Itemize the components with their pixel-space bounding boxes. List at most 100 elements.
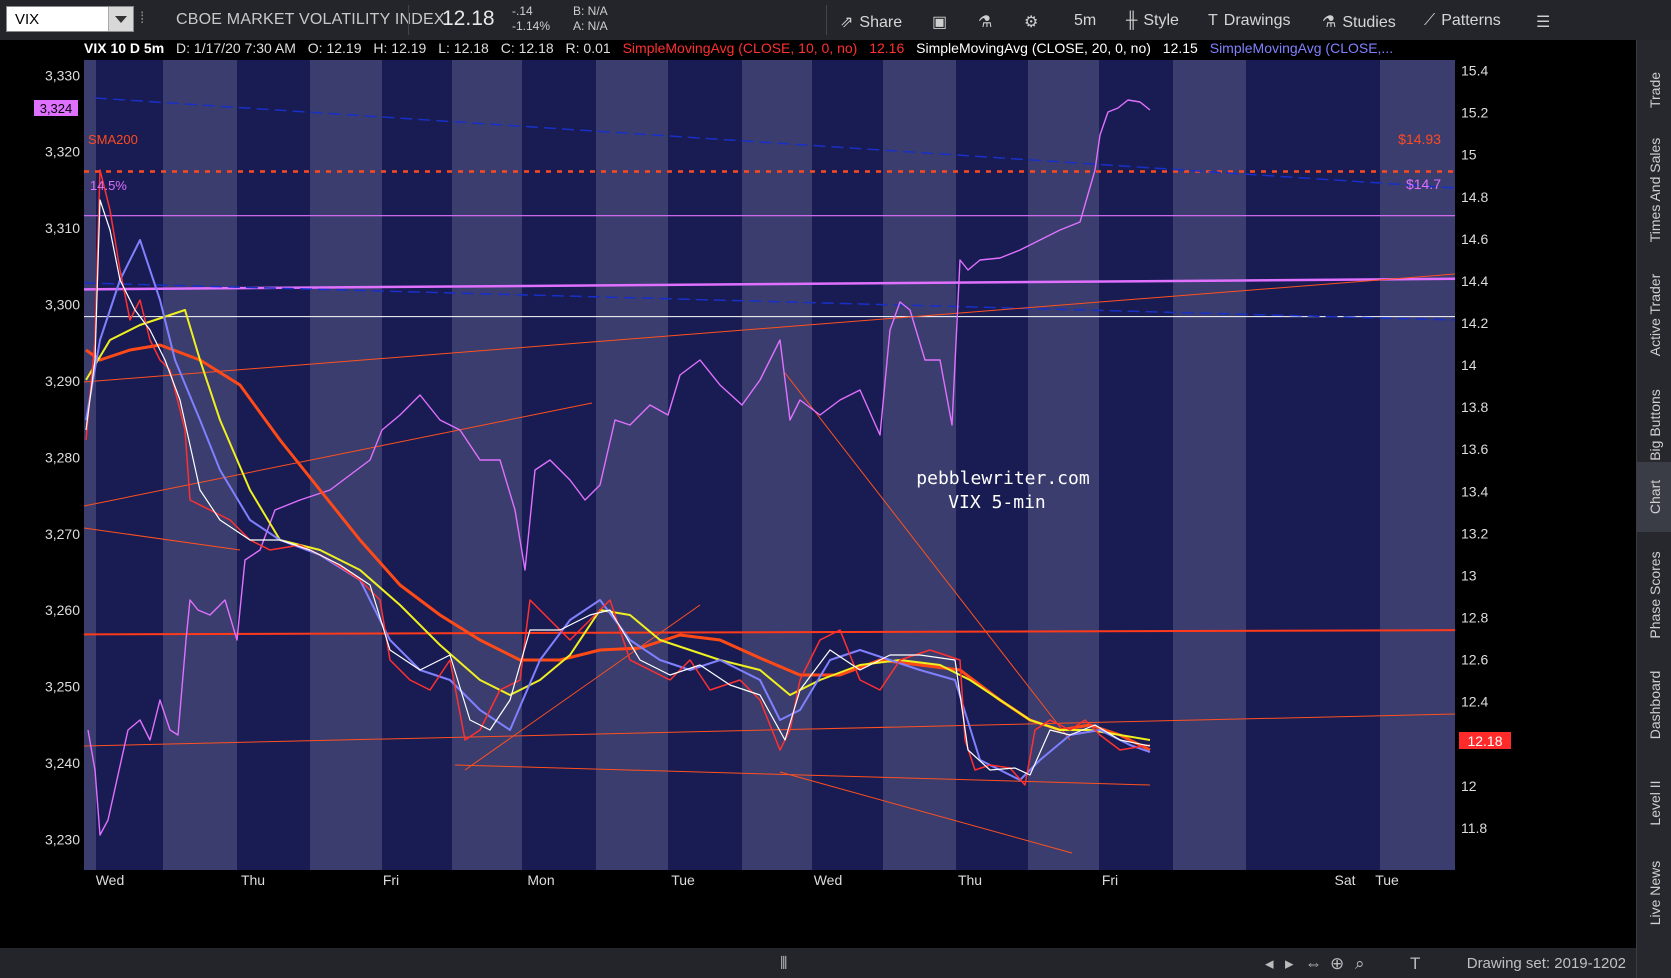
- right-tick-label: 14.8: [1461, 189, 1488, 205]
- search-icon[interactable]: ⌕: [1355, 954, 1365, 973]
- right-tick-label: 15.4: [1461, 63, 1488, 79]
- session-band: [382, 60, 452, 870]
- screenshot-button[interactable]: ▣: [932, 12, 953, 32]
- tab-label: Dashboard: [1646, 670, 1663, 740]
- price-chart[interactable]: 3,330 3,320 3,310 3,300 3,290 3,280 3,270 3,260…: [0, 40, 1636, 948]
- style-label: Style: [1143, 12, 1179, 29]
- drawings-button[interactable]: T Drawings: [1208, 12, 1290, 30]
- left-price-tag: [34, 100, 78, 116]
- trend-lines: [83, 97, 1456, 854]
- tab-times-and-sales[interactable]: Times And Sales: [1637, 120, 1671, 260]
- study-header: VIX 10 D 5m D: 1/17/20 7:30 AM O: 12.19 …: [84, 40, 1544, 60]
- menu-button[interactable]: ☰: [1536, 12, 1556, 32]
- camera-icon: ▣: [932, 14, 948, 31]
- settings-button[interactable]: ⚙: [1024, 12, 1044, 32]
- flask-icon: ⚗: [978, 14, 993, 31]
- x-tick-label: Wed: [814, 872, 843, 888]
- flask-icon: ⚗: [1322, 14, 1337, 31]
- red-trend-line: [784, 372, 1071, 741]
- price-1493-label: $14.93: [1398, 131, 1441, 147]
- left-tick-label: 3,270: [45, 526, 80, 542]
- tab-label: Times And Sales: [1646, 137, 1663, 243]
- left-tick-label: 3,320: [45, 144, 80, 160]
- session-band: [237, 60, 310, 870]
- link-icon[interactable]: ⁞: [140, 10, 145, 27]
- scroll-right-icon[interactable]: ▸: [1285, 954, 1294, 973]
- price-series: [85, 99, 1151, 836]
- x-tick-label: Wed: [96, 872, 125, 888]
- right-tick-label: 12.4: [1461, 694, 1488, 710]
- tab-active-trader[interactable]: Active Trader: [1637, 255, 1671, 375]
- right-tick-label: 15: [1461, 147, 1477, 163]
- red-trend-line: [83, 273, 1456, 383]
- last-price: 12.18: [442, 7, 495, 30]
- symbol-input[interactable]: VIX: [6, 6, 134, 32]
- tab-chart[interactable]: Chart: [1637, 462, 1671, 532]
- session-band: [1246, 60, 1380, 870]
- x-tick-label: Tue: [1375, 872, 1399, 888]
- divider: [408, 5, 409, 35]
- sma20-series: [85, 199, 1151, 776]
- sma200-label: SMA200: [88, 132, 138, 147]
- scroll-left-icon[interactable]: ◂: [1265, 954, 1274, 973]
- period-button[interactable]: 5m: [1074, 12, 1096, 30]
- header-sma3: SimpleMovingAvg (CLOSE,...: [1209, 40, 1394, 56]
- tab-label: Active Trader: [1646, 273, 1663, 357]
- right-tick-label: 12.8: [1461, 610, 1488, 626]
- right-tick-label: 13.8: [1461, 399, 1488, 415]
- crosshair-icon[interactable]: ⊕: [1330, 954, 1345, 973]
- x-tick-label: Thu: [241, 872, 265, 888]
- candlestick-icon: ╫: [1126, 12, 1138, 29]
- tab-live-news[interactable]: Live News: [1637, 845, 1671, 940]
- x-tick-label: Sat: [1334, 872, 1355, 888]
- left-tick-label: 3,280: [45, 449, 80, 465]
- patterns-button[interactable]: ⟋ Patterns: [1424, 12, 1501, 30]
- tab-dashboard[interactable]: Dashboard: [1637, 655, 1671, 755]
- pct-label: 14.5%: [90, 178, 127, 193]
- right-tick-label: 14.6: [1461, 231, 1488, 247]
- left-tick-label: 3,310: [45, 220, 80, 236]
- ask-value: A: N/A: [573, 19, 608, 33]
- pattern-icon: ⟋: [1424, 12, 1436, 29]
- tab-phase-scores[interactable]: Phase Scores: [1637, 540, 1671, 650]
- x-axis-bg: [84, 870, 1455, 888]
- tab-level-ii[interactable]: Level II: [1637, 765, 1671, 840]
- zoom-icon[interactable]: ⇔: [1305, 954, 1322, 973]
- tab-label: Chart: [1646, 479, 1663, 515]
- symbol-dropdown-icon[interactable]: [108, 7, 133, 31]
- current-price-tag: [1459, 732, 1511, 749]
- level-144-line: [83, 277, 1456, 291]
- red-trend-line: [83, 713, 1456, 747]
- studies-button[interactable]: ⚗ Studies: [1322, 12, 1396, 32]
- red-trend-line: [779, 771, 1073, 854]
- current-price-text: 12.18: [1467, 733, 1502, 749]
- gear-icon: ⚙: [1024, 14, 1039, 31]
- right-tick-label: 12.6: [1461, 652, 1488, 668]
- style-button[interactable]: ╫ Style: [1126, 12, 1179, 30]
- share-button[interactable]: ⇗ Share: [840, 12, 902, 32]
- scroll-grip-icon[interactable]: ⦀: [780, 954, 788, 973]
- plot-background: [84, 60, 1455, 870]
- blue-trend-line: [83, 282, 1456, 321]
- bid-value: B: N/A: [573, 4, 608, 18]
- bid-ask: B: N/A A: N/A: [573, 4, 608, 34]
- tab-label: Big Buttons: [1646, 389, 1663, 461]
- studies-label: Studies: [1342, 14, 1396, 31]
- right-tick-label: 14.2: [1461, 315, 1488, 331]
- header-instrument: VIX 10 D 5m: [84, 40, 165, 56]
- tab-trade[interactable]: Trade: [1637, 50, 1671, 130]
- session-band: [668, 60, 742, 870]
- header-range: R: 0.01: [565, 40, 611, 56]
- side-tabs: Trade Times And Sales Active Trader Big …: [1636, 40, 1671, 978]
- flask-button[interactable]: ⚗: [978, 12, 998, 32]
- header-high: H: 12.19: [373, 40, 427, 56]
- tab-label: Trade: [1646, 71, 1663, 109]
- menu-icon: ☰: [1536, 14, 1551, 31]
- text-tool-icon[interactable]: T: [1410, 954, 1421, 973]
- share-icon: ⇗: [840, 14, 854, 31]
- blue-trend-line: [94, 97, 1456, 189]
- right-tick-label: 13.2: [1461, 525, 1488, 541]
- right-tick-label: 13.4: [1461, 483, 1488, 499]
- red-trend-line: [83, 402, 593, 507]
- right-tick-label: 15.2: [1461, 105, 1488, 121]
